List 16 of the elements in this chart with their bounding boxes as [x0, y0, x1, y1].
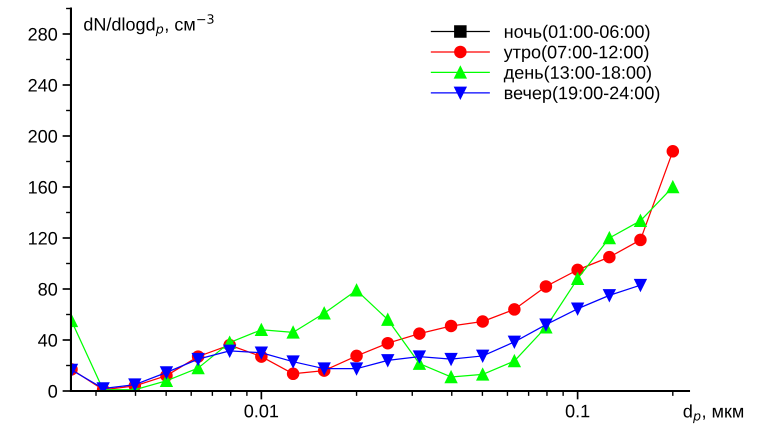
y-tick-label: 280 — [28, 28, 58, 41]
x-tick-label: 0.01 — [244, 404, 278, 418]
x-tick-label: 0.1 — [566, 404, 590, 418]
legend-label: вечер(19:00-24:00) — [504, 86, 660, 103]
y-tick-label: 160 — [29, 180, 58, 194]
legend-label: день(13:00-18:00) — [504, 66, 651, 82]
legend-label: утро(07:00-12:00) — [504, 45, 648, 62]
y-tick-label: 0 — [48, 384, 58, 398]
y-tick-label: 200 — [28, 130, 58, 143]
y-tick-label: 120 — [29, 232, 58, 245]
y-axis-title: dN/dlogd$_{p}$, см$^{−3}$ — [84, 14, 214, 36]
y-tick-label: 80 — [38, 282, 58, 296]
legend-label: ночь(01:00-06:00) — [504, 24, 650, 42]
y-tick-label: 240 — [28, 78, 58, 92]
x-axis-title: d$_{p}$, мкм — [684, 404, 744, 424]
y-tick-label: 40 — [38, 334, 58, 347]
